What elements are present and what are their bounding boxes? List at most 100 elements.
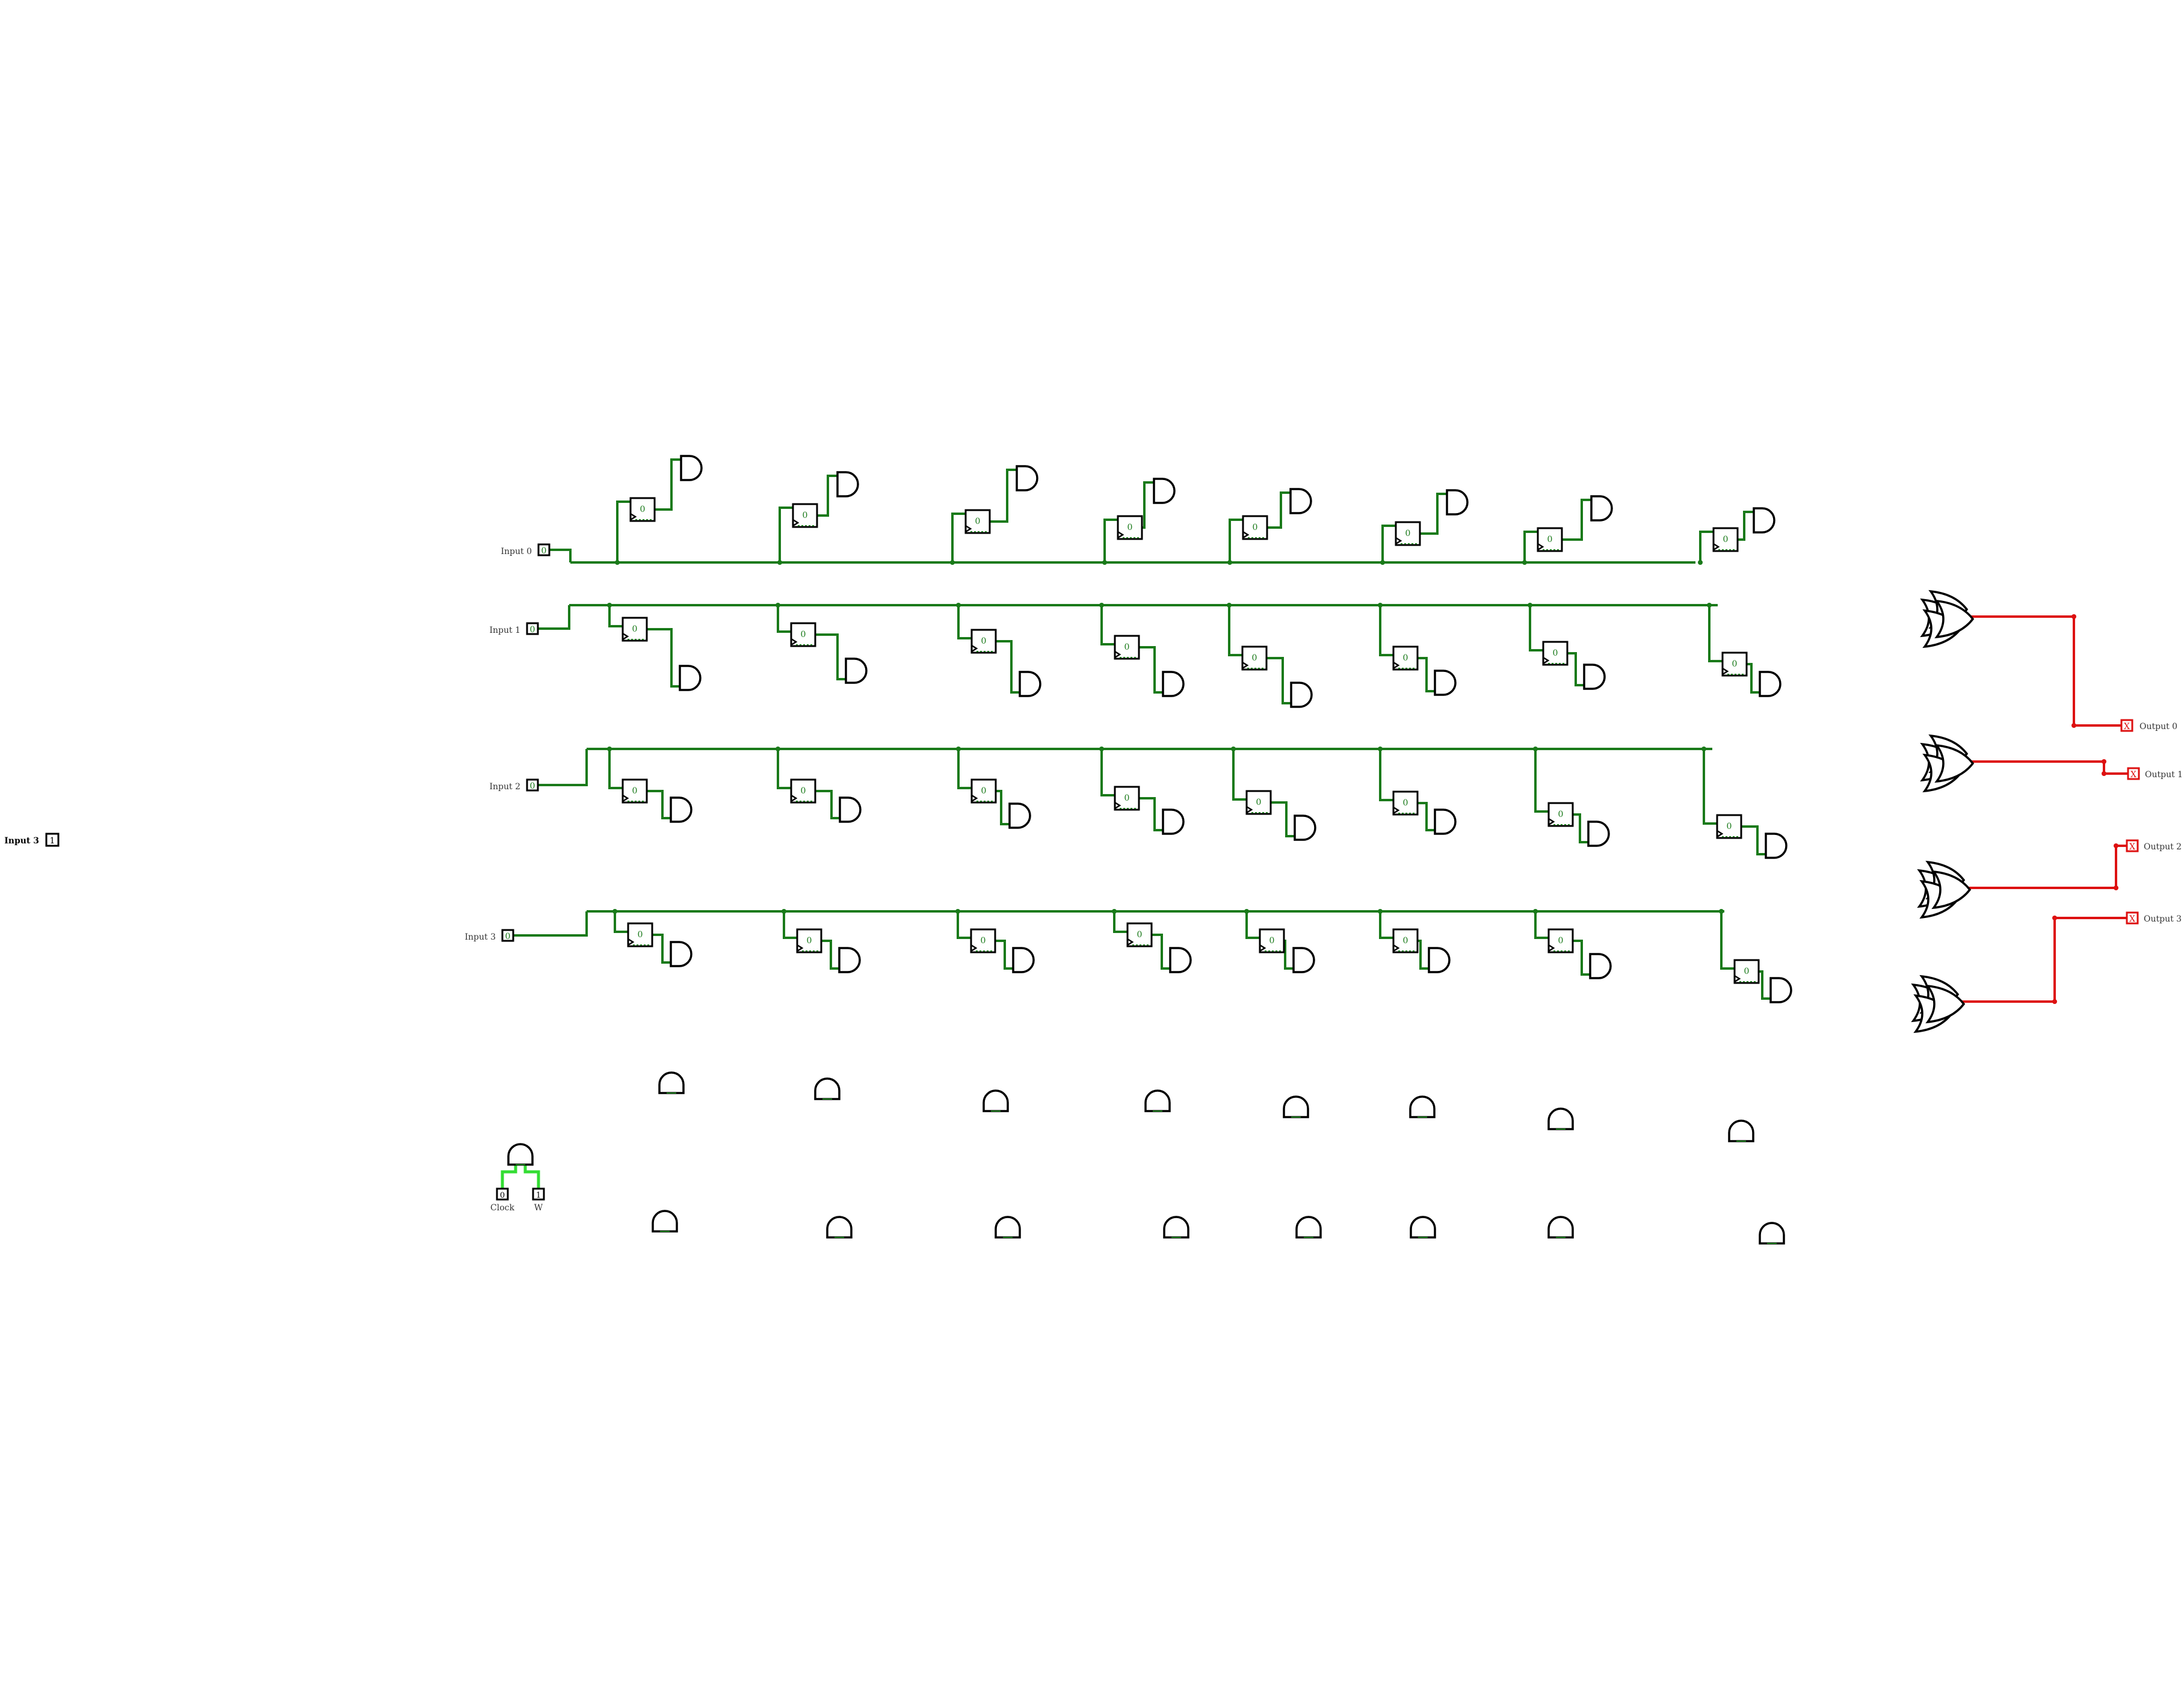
tap-wire-row-1-col-3 (1100, 605, 1115, 645)
and-gate-icon (1295, 1216, 1322, 1239)
and-gate-icon (1163, 1216, 1189, 1239)
clock-triangle-icon (1395, 537, 1402, 545)
wire-junction (615, 560, 620, 565)
clock-triangle-icon (1114, 801, 1121, 810)
register-r0-c6[interactable]: 0 (1537, 527, 1563, 552)
wire-junction (1380, 560, 1385, 565)
and-gate-r1-c2 (1019, 671, 1041, 697)
register-value: 0 (1252, 653, 1257, 663)
input-pin-2[interactable]: 0 (526, 778, 539, 792)
tap-wire-row-0-col-2 (951, 513, 966, 562)
and-gate-icon (1434, 670, 1457, 696)
register-r3-c5[interactable]: 0 (1392, 928, 1419, 953)
clock-triangle-icon (797, 944, 804, 952)
q-wire-row-3-col-5 (1417, 940, 1429, 970)
q-wire-row-2-col-6 (1573, 813, 1588, 843)
wire-junction (2102, 759, 2106, 764)
input-pin-3[interactable]: 0 (501, 929, 514, 942)
and-gate-r0-c0 (680, 455, 703, 481)
output-pin-2-value: X (2129, 842, 2135, 852)
register-r1-c7[interactable]: 0 (1721, 651, 1748, 677)
register-r0-c7[interactable]: 0 (1712, 527, 1739, 552)
wire-junction (1227, 603, 1232, 608)
wire-junction (956, 603, 961, 608)
wire-junction (1227, 560, 1232, 565)
register-r1-c0[interactable]: 0 (622, 617, 648, 642)
q-wire-row-2-col-5 (1417, 802, 1435, 831)
wire-junction (1378, 909, 1383, 914)
clock-triangle-icon (1117, 531, 1124, 539)
register-r0-c4[interactable]: 0 (1242, 515, 1268, 540)
and-gate-icon (1547, 1216, 1574, 1239)
stray-input-pin[interactable]: 1 (45, 833, 60, 847)
register-r3-c0[interactable]: 0 (627, 922, 653, 947)
register-r3-c1[interactable]: 0 (796, 928, 822, 953)
and-gate-icon (1012, 947, 1035, 973)
register-value: 0 (801, 630, 806, 639)
q-wire-row-2-col-7 (1741, 825, 1766, 855)
register-r2-c7[interactable]: 0 (1716, 814, 1742, 839)
register-r0-c2[interactable]: 0 (964, 509, 991, 534)
and-gate-icon (839, 796, 862, 823)
register-r3-c6[interactable]: 0 (1547, 928, 1574, 953)
register-r3-c7[interactable]: 0 (1733, 959, 1760, 984)
clock-write-and-gate (507, 1143, 534, 1166)
output-pin-3-value: X (2129, 914, 2135, 924)
or-gate-stack-1 (1920, 734, 1975, 793)
w-input-pin[interactable]: 1 (532, 1187, 545, 1201)
input-pin-0[interactable]: 0 (537, 543, 551, 556)
register-body (1245, 790, 1272, 815)
register-r2-c5[interactable]: 0 (1392, 790, 1419, 816)
and-gate-r3-c7 (1769, 977, 1792, 1003)
register-r1-c3[interactable]: 0 (1114, 635, 1140, 660)
clock-triangle-icon (1713, 543, 1720, 551)
register-r1-c1[interactable]: 0 (790, 622, 816, 647)
clock-triangle-icon (1722, 667, 1729, 676)
and-gate-icon (1008, 802, 1031, 829)
and-gate-r2-c2 (1008, 802, 1031, 829)
register-r2-c2[interactable]: 0 (970, 778, 997, 804)
register-r1-c2[interactable]: 0 (970, 629, 997, 654)
register-r1-c4[interactable]: 0 (1241, 645, 1268, 671)
register-r2-c0[interactable]: 0 (622, 778, 648, 804)
register-r3-c3[interactable]: 0 (1126, 922, 1153, 947)
register-r2-c6[interactable]: 0 (1547, 802, 1574, 827)
register-value: 0 (1558, 810, 1564, 819)
register-r2-c1[interactable]: 0 (790, 778, 816, 804)
and-gate-icon (1769, 977, 1792, 1003)
and-gate-icon (826, 1216, 853, 1239)
q-wire-row-1-col-5 (1417, 657, 1435, 692)
q-wire-row-3-col-6 (1573, 940, 1590, 976)
and-gate-icon (1153, 478, 1176, 504)
register-r1-c5[interactable]: 0 (1392, 645, 1419, 671)
register-r0-c3[interactable]: 0 (1117, 515, 1143, 540)
clock-input-pin[interactable]: 0 (496, 1187, 509, 1201)
and-gate-icon (1144, 1089, 1171, 1112)
input-pin-1[interactable]: 0 (526, 622, 539, 635)
and-gate-icon (1587, 821, 1610, 847)
tap-wire-row-0-col-7 (1699, 531, 1714, 562)
decoder-and-gate-a-6 (1547, 1107, 1574, 1130)
q-wire-row-2-col-1 (815, 790, 840, 819)
input-pin-3-value: 0 (505, 932, 511, 941)
output-1-wire (1966, 760, 2128, 775)
register-r0-c5[interactable]: 0 (1395, 521, 1421, 546)
tap-wire-row-3-col-5 (1379, 911, 1393, 939)
register-r0-c0[interactable]: 0 (629, 497, 656, 522)
wire-junction (956, 747, 961, 751)
q-wire-row-0-col-2 (990, 469, 1017, 523)
register-value: 0 (1547, 535, 1553, 544)
register-r0-c1[interactable]: 0 (792, 503, 818, 528)
q-wire-row-1-col-0 (647, 628, 680, 688)
register-r2-c4[interactable]: 0 (1245, 790, 1272, 815)
q-wire-row-3-col-7 (1759, 970, 1771, 1000)
register-r2-c3[interactable]: 0 (1114, 786, 1140, 811)
decoder-and-gate-b-7 (1759, 1222, 1785, 1245)
register-r3-c2[interactable]: 0 (970, 928, 996, 953)
register-r3-c4[interactable]: 0 (1259, 928, 1285, 953)
and-gate-icon (1290, 682, 1313, 708)
register-value: 0 (1553, 648, 1558, 658)
register-r1-c6[interactable]: 0 (1542, 641, 1569, 666)
and-gate-icon (1583, 664, 1606, 690)
register-body (1537, 527, 1563, 552)
